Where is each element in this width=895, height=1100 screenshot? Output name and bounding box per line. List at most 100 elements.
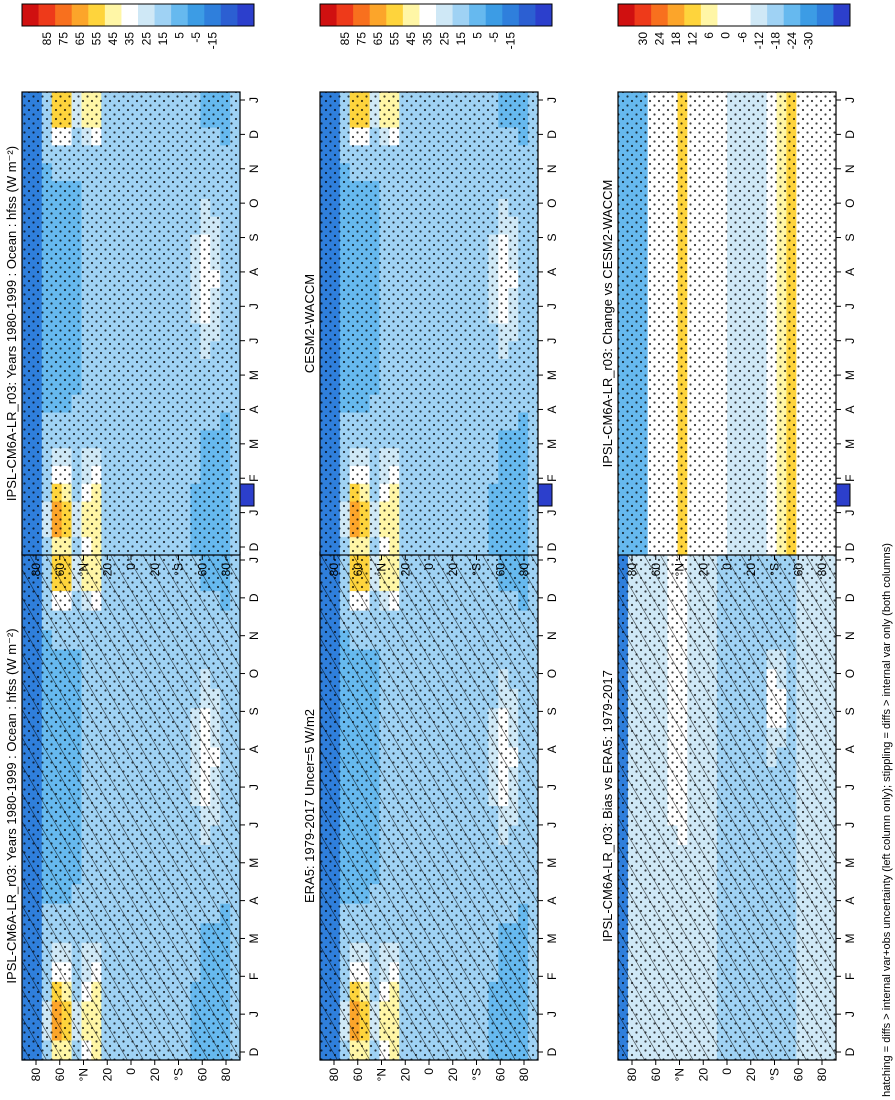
lat-tick-label: 0 xyxy=(124,1068,138,1075)
colorbar-swatch xyxy=(436,4,453,26)
colorbar-swatch xyxy=(386,4,404,26)
month-tick-label: S xyxy=(247,234,261,242)
colorbar-frame xyxy=(21,3,255,27)
month-tick-label: A xyxy=(843,745,857,753)
colorbar-swatch xyxy=(535,484,553,506)
colorbar-swatch xyxy=(402,4,420,26)
colorbar-swatch xyxy=(71,4,89,26)
colorbar-label: 6 xyxy=(702,32,716,39)
lat-tick-label: °N xyxy=(77,1068,91,1081)
colorbar-swatch xyxy=(502,4,520,26)
month-tick-label: J xyxy=(247,822,261,828)
month-tick-label: A xyxy=(545,897,559,905)
month-tick-label: M xyxy=(843,933,857,943)
colorbar-label: -18 xyxy=(768,32,782,50)
month-tick-label: J xyxy=(545,557,559,563)
lat-tick-label: 20 xyxy=(100,563,114,577)
lat-tick-label: °N xyxy=(375,1068,389,1081)
lat-tick-label: 20 xyxy=(744,563,758,577)
month-tick-label: J xyxy=(843,557,857,563)
colorbar-label: 15 xyxy=(454,32,468,46)
colorbar-swatch xyxy=(684,4,702,26)
month-tick-label: J xyxy=(843,822,857,828)
colorbar-swatch xyxy=(800,4,818,26)
month-tick-label: A xyxy=(247,405,261,413)
colorbar-swatch xyxy=(700,4,718,26)
lat-tick-label: °S xyxy=(470,563,484,576)
colorbar-swatch xyxy=(369,4,387,26)
colorbar-label: 45 xyxy=(106,32,120,46)
colorbar-label: 85 xyxy=(338,32,352,46)
month-tick-label: N xyxy=(247,631,261,640)
lat-tick-label: °S xyxy=(768,1068,782,1081)
colorbar-label: 24 xyxy=(652,32,666,46)
month-tick-label: D xyxy=(545,593,559,602)
colorbar-swatch xyxy=(88,4,106,26)
month-tick-label: D xyxy=(843,130,857,139)
month-tick-label: F xyxy=(247,475,261,482)
month-tick-label: D xyxy=(545,1047,559,1056)
lat-tick-label: 0 xyxy=(720,563,734,570)
month-tick-label: O xyxy=(545,198,559,207)
lat-tick-label: 60 xyxy=(351,563,365,577)
month-tick-label: J xyxy=(545,510,559,516)
colorbar-swatch xyxy=(535,4,553,26)
month-tick-label: F xyxy=(545,475,559,482)
month-tick-label: J xyxy=(843,97,857,103)
colorbar-swatch xyxy=(452,4,470,26)
month-tick-label: J xyxy=(247,784,261,790)
colorbar-swatch xyxy=(667,4,685,26)
month-tick-label: N xyxy=(843,631,857,640)
lat-tick-label: 80 xyxy=(219,563,233,577)
month-tick-label: A xyxy=(247,745,261,753)
colorbar-label: 12 xyxy=(686,32,700,46)
month-tick-label: M xyxy=(247,933,261,943)
lat-tick-label: 80 xyxy=(815,1068,829,1082)
month-tick-label: A xyxy=(843,897,857,905)
lat-tick-label: °N xyxy=(673,563,687,576)
lat-tick-label: 60 xyxy=(195,1068,209,1082)
colorbar-swatch xyxy=(618,4,635,26)
lat-tick-label: 20 xyxy=(398,1068,412,1082)
month-tick-label: M xyxy=(247,439,261,449)
panel-5: 80 60 °N 20 0 20 °S 60 80DJFMAMJJASONDJIPSL-CM6A… xyxy=(600,3,857,577)
colorbar-swatch xyxy=(469,4,487,26)
lat-tick-label: 60 xyxy=(791,1068,805,1082)
lat-tick-label: 60 xyxy=(493,1068,507,1082)
colorbar-swatch xyxy=(237,484,255,506)
month-tick-label: O xyxy=(247,669,261,678)
colorbar-label: 75 xyxy=(56,32,70,46)
month-tick-label: F xyxy=(843,475,857,482)
lat-tick-label: 20 xyxy=(100,1068,114,1082)
colorbar-label: 35 xyxy=(123,32,137,46)
month-tick-label: M xyxy=(247,370,261,380)
colorbar-swatch xyxy=(783,4,801,26)
colorbar-swatch xyxy=(651,4,669,26)
stippling xyxy=(22,92,240,555)
panel-title: ERA5: 1979-2017 Uncer=5 W/m2 xyxy=(302,709,317,903)
colorbar-label: 25 xyxy=(437,32,451,46)
month-tick-label: N xyxy=(843,164,857,173)
month-tick-label: J xyxy=(545,303,559,309)
lat-tick-label: 80 xyxy=(625,563,639,577)
month-tick-label: J xyxy=(843,510,857,516)
month-tick-label: J xyxy=(843,1011,857,1017)
panel-1: 80 60 °N 20 0 20 °S 60 80DJFMAMJJASONDJIPSL-CM6A… xyxy=(4,3,261,577)
lat-tick-label: 60 xyxy=(791,563,805,577)
month-tick-label: A xyxy=(545,745,559,753)
lat-tick-label: 80 xyxy=(517,1068,531,1082)
colorbar-swatch xyxy=(138,4,155,26)
colorbar-swatch xyxy=(833,4,851,26)
panel-title: IPSL-CM6A-LR_r03: Bias vs ERA5: 1979-201… xyxy=(600,670,615,942)
panel-title: IPSL-CM6A-LR_r03: Years 1980-1999 : Ocea… xyxy=(4,628,19,983)
month-tick-label: D xyxy=(843,1047,857,1056)
hatching xyxy=(320,552,538,1060)
colorbar-swatch xyxy=(634,4,652,26)
month-tick-label: J xyxy=(545,97,559,103)
colorbar-label: 55 xyxy=(388,32,402,46)
colorbar-swatch xyxy=(816,4,834,26)
month-tick-label: D xyxy=(545,542,559,551)
colorbar-label: 55 xyxy=(90,32,104,46)
month-tick-label: S xyxy=(247,707,261,715)
colorbar-swatch xyxy=(419,4,437,26)
